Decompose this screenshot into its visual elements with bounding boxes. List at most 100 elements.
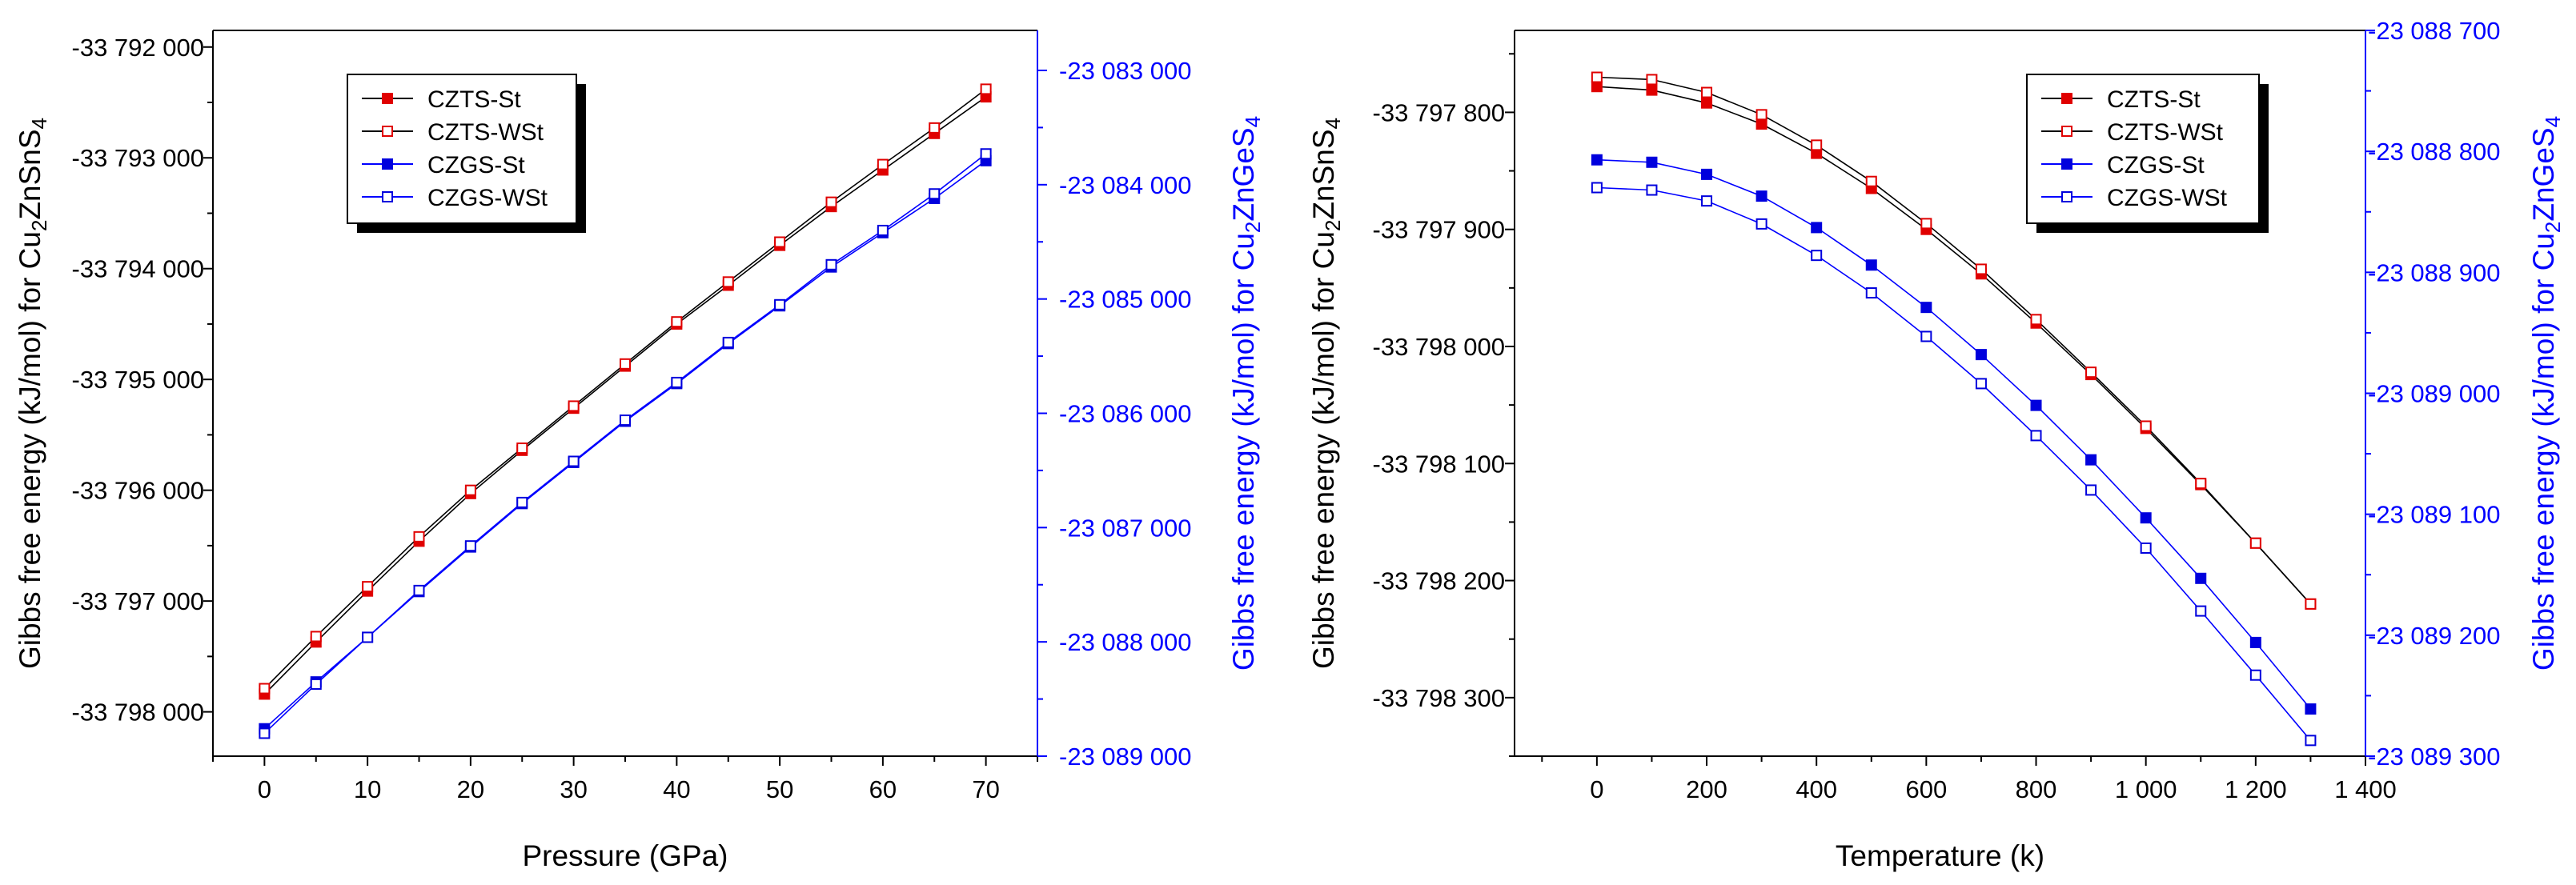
data-point	[362, 581, 374, 593]
data-point	[671, 316, 683, 328]
data-point	[1811, 139, 1823, 151]
legend-label: CZGS-WSt	[427, 185, 548, 211]
legend-label: CZTS-WSt	[427, 119, 544, 146]
legend-label: CZTS-St	[2107, 86, 2201, 113]
y-right-axis-title: Gibbs free energy (kJ/mol) for Cu2ZnGeS4	[1227, 116, 1265, 671]
x-tick-label: 60	[869, 775, 897, 803]
legend: CZTS-St CZTS-WSt CZGS-St CZGS-WSt	[2026, 74, 2269, 233]
y-left-axis-title-part: Gibbs free energy (kJ/mol) for Cu	[14, 231, 46, 669]
data-point	[2305, 598, 2317, 610]
y-right-tick-label: -23 089 300	[2368, 743, 2500, 771]
x-tick-label: 1 200	[2225, 775, 2287, 803]
data-point	[825, 196, 837, 208]
data-point	[1920, 330, 1932, 342]
y-right-axis-title-part: Gibbs free energy (kJ/mol) for Cu	[2527, 233, 2560, 671]
data-point	[413, 584, 425, 596]
x-tick-label: 0	[1590, 775, 1603, 803]
series-czgs-wst	[259, 148, 992, 739]
legend-item: CZTS-WSt	[2041, 119, 2224, 146]
y-right-axis-title-part: ZnGeS	[1227, 127, 1260, 221]
y-right-axis-title-part: 2	[1241, 222, 1265, 233]
data-point	[980, 148, 992, 160]
legend-item: CZGS-WSt	[362, 185, 548, 211]
legend-item: CZGS-WSt	[2041, 185, 2228, 211]
y-right-tick-label: -23 083 000	[1059, 57, 1191, 85]
data-point	[516, 442, 528, 455]
x-axis-title: Temperature (k)	[1836, 839, 2044, 872]
data-point	[1591, 71, 1603, 83]
legend-label: CZGS-WSt	[2107, 185, 2228, 211]
data-point	[2140, 420, 2152, 432]
data-point	[929, 122, 941, 134]
y-left-axis-title: Gibbs free energy (kJ/mol) for Cu2ZnSnS4	[1307, 118, 1345, 669]
data-point	[2305, 735, 2317, 747]
y-right-tick-label: -23 089 000	[2368, 380, 2500, 408]
x-tick-label: 50	[766, 775, 793, 803]
series-line	[263, 153, 987, 734]
data-point	[1755, 218, 1767, 230]
y-right-tick-label: -23 085 000	[1059, 286, 1191, 314]
x-tick-label: 10	[354, 775, 381, 803]
x-tick-label: 600	[1905, 775, 1947, 803]
legend: CZTS-St CZTS-WSt CZGS-St CZGS-WSt	[347, 74, 586, 233]
y-left-tick-label: -33 792 000	[72, 34, 204, 62]
data-point	[877, 224, 889, 236]
temperature-chart: 0 200 400 600 800 1 000 1 200 1 400 -33 797 800 -…	[1307, 17, 2565, 872]
data-point	[1646, 184, 1658, 196]
series-czgs-st	[1591, 154, 2317, 715]
y-left-tick-label: -33 797 800	[1373, 98, 1505, 126]
data-point	[1920, 218, 1932, 230]
y-right-tick-label: -23 088 800	[2368, 138, 2500, 166]
x-tick-label: 40	[663, 775, 690, 803]
y-left-axis-title-part: 2	[1321, 220, 1345, 231]
x-tick-label: 1 400	[2334, 775, 2397, 803]
legend-marker	[382, 126, 393, 137]
y-left-tick-label: -33 798 000	[1373, 333, 1505, 361]
legend-item: CZTS-St	[2041, 86, 2201, 113]
data-point	[1975, 263, 1987, 275]
y-right-axis-title-part: 2	[2541, 222, 2565, 233]
y-left-tick-label: -33 797 900	[1373, 216, 1505, 244]
y-right-tick-label: -23 089 200	[2368, 622, 2500, 650]
data-point	[464, 540, 476, 552]
data-point	[1701, 195, 1713, 207]
data-point	[259, 683, 271, 695]
series-line	[1596, 186, 2312, 741]
y-left-tick-label: -33 796 000	[72, 477, 204, 505]
data-point	[1646, 156, 1658, 168]
data-point	[2249, 537, 2261, 549]
y-left-axis-title-part: 4	[1321, 118, 1345, 129]
data-point	[568, 455, 580, 467]
legend-label: CZGS-St	[2107, 152, 2205, 178]
data-point	[2085, 454, 2097, 466]
legend-marker	[382, 93, 393, 104]
plot-frame	[212, 30, 1038, 757]
data-point	[877, 158, 889, 170]
data-point	[2140, 542, 2152, 554]
series-czgs-st	[259, 154, 992, 735]
data-point	[1975, 378, 1987, 390]
data-point	[1755, 118, 1767, 130]
y-left-tick-label: -33 798 100	[1373, 450, 1505, 478]
y-left-axis-title-part: 4	[27, 118, 51, 129]
x-tick-label: 200	[1686, 775, 1727, 803]
data-point	[2305, 703, 2317, 715]
y-right-axis-title-part: ZnGeS	[2527, 127, 2560, 221]
data-point	[464, 484, 476, 496]
y-right-tick-label: -23 088 700	[2368, 17, 2500, 45]
legend-item: CZTS-WSt	[362, 119, 544, 146]
data-point	[1591, 154, 1603, 166]
data-point	[929, 188, 941, 200]
data-point	[1865, 287, 1877, 299]
x-tick-label: 20	[457, 775, 484, 803]
data-point	[259, 727, 271, 739]
legend-label: CZTS-WSt	[2107, 119, 2224, 146]
data-point	[722, 276, 734, 288]
data-point	[671, 376, 683, 388]
y-left-axis-title: Gibbs free energy (kJ/mol) for Cu2ZnSnS4	[14, 118, 51, 669]
data-point	[1591, 182, 1603, 194]
y-left-tick-label: -33 798 300	[1373, 684, 1505, 712]
data-point	[1865, 259, 1877, 271]
legend-marker	[2061, 191, 2072, 202]
